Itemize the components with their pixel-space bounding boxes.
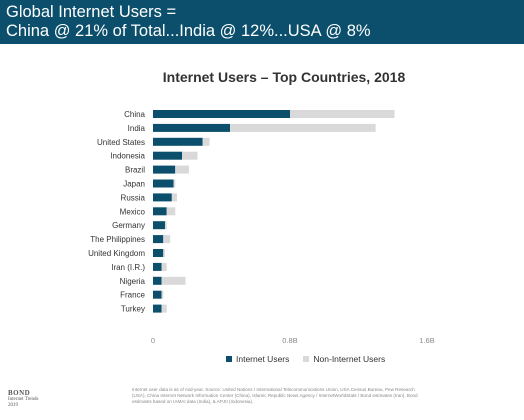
category-label-nigeria: Nigeria — [120, 277, 146, 286]
chart-legend: Internet Users Non-Internet Users — [226, 354, 399, 364]
category-label-indonesia: Indonesia — [110, 152, 145, 161]
category-label-united-states: United States — [97, 138, 145, 147]
bar-internet-users-france — [153, 291, 162, 299]
bar-non-internet-users-india — [230, 124, 376, 132]
category-label-germany: Germany — [112, 221, 145, 230]
category-label-russia: Russia — [121, 193, 146, 202]
bar-non-internet-users-nigeria — [162, 277, 186, 285]
category-label-france: France — [120, 291, 145, 300]
bar-internet-users-nigeria — [153, 277, 162, 285]
bar-non-internet-users-brazil — [175, 166, 189, 174]
bar-non-internet-users-russia — [172, 193, 177, 201]
logo-brand: BOND — [8, 389, 68, 397]
source-note: Internet user data is as of mid-year. So… — [132, 387, 424, 405]
bar-internet-users-turkey — [153, 305, 162, 313]
x-tick-label-0-8b: 0.8B — [282, 336, 297, 345]
legend-item-non-internet-users: Non-Internet Users — [303, 354, 385, 364]
bar-non-internet-users-japan — [174, 180, 176, 188]
category-label-united-kingdom: United Kingdom — [88, 249, 145, 258]
category-label-india: India — [128, 124, 146, 133]
bar-non-internet-users-iran-i-r — [162, 263, 167, 271]
category-label-mexico: Mexico — [120, 207, 146, 216]
x-tick-label-1-6b: 1.6B — [419, 336, 434, 345]
legend-label-non-internet-users: Non-Internet Users — [313, 354, 385, 364]
legend-item-internet-users: Internet Users — [226, 354, 289, 364]
bar-non-internet-users-indonesia — [182, 152, 197, 160]
bar-non-internet-users-united-kingdom — [163, 249, 165, 257]
category-label-brazil: Brazil — [125, 166, 145, 175]
bar-internet-users-china — [153, 110, 290, 118]
bar-non-internet-users-germany — [165, 221, 167, 229]
bar-non-internet-users-china — [290, 110, 394, 118]
bar-internet-users-united-states — [153, 138, 203, 146]
category-label-iran-i-r: Iran (I.R.) — [111, 263, 145, 272]
bar-internet-users-united-kingdom — [153, 249, 163, 257]
bar-non-internet-users-mexico — [167, 207, 176, 215]
legend-swatch-non-internet-users — [303, 356, 309, 362]
category-label-turkey: Turkey — [121, 305, 145, 314]
bar-internet-users-japan — [153, 180, 174, 188]
bar-internet-users-the-philippines — [153, 235, 163, 243]
bar-non-internet-users-the-philippines — [163, 235, 170, 243]
bar-non-internet-users-france — [162, 291, 164, 299]
bar-internet-users-mexico — [153, 207, 167, 215]
bar-internet-users-brazil — [153, 166, 175, 174]
category-label-japan: Japan — [123, 180, 145, 189]
legend-label-internet-users: Internet Users — [236, 354, 289, 364]
bar-internet-users-indonesia — [153, 152, 182, 160]
bar-non-internet-users-united-states — [203, 138, 210, 146]
legend-swatch-internet-users — [226, 356, 232, 362]
bar-internet-users-germany — [153, 221, 165, 229]
bar-internet-users-russia — [153, 193, 172, 201]
bar-non-internet-users-turkey — [162, 305, 167, 313]
bar-internet-users-iran-i-r — [153, 263, 162, 271]
bar-internet-users-india — [153, 124, 230, 132]
category-label-china: China — [124, 110, 145, 119]
bond-logo: BOND Internet Trends 2019 — [8, 389, 68, 409]
logo-year: 2019 — [8, 403, 68, 409]
category-label-the-philippines: The Philippines — [90, 235, 145, 244]
x-tick-label-0: 0 — [151, 336, 155, 345]
